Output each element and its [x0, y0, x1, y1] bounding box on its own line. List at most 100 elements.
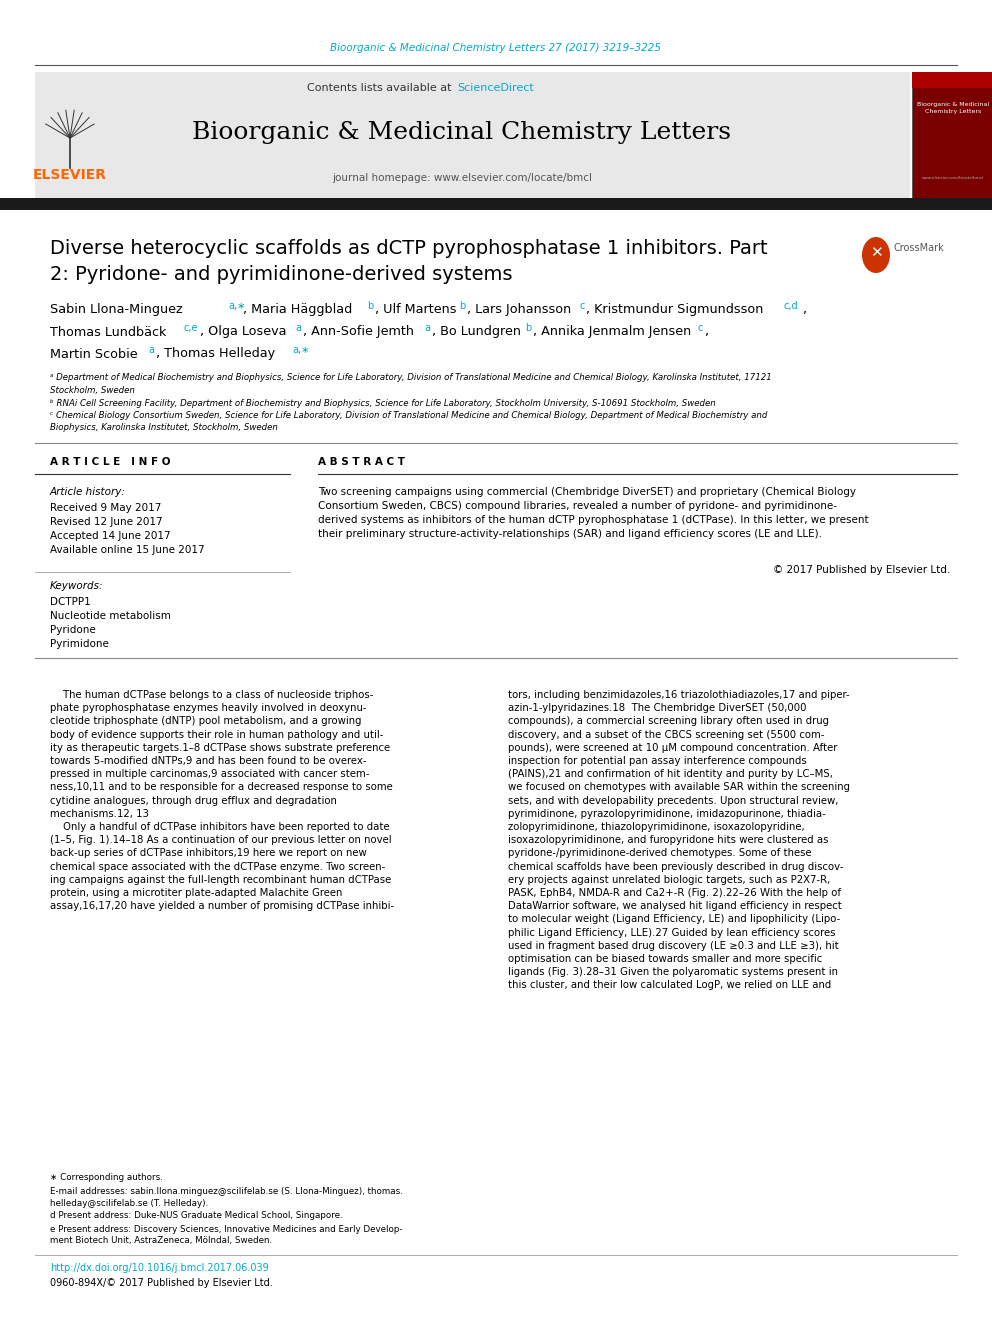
Text: ᵃ Department of Medical Biochemistry and Biophysics, Science for Life Laboratory: ᵃ Department of Medical Biochemistry and… [50, 373, 772, 382]
Ellipse shape [862, 237, 890, 273]
Text: d Present address: Duke-NUS Graduate Medical School, Singapore.: d Present address: Duke-NUS Graduate Med… [50, 1212, 342, 1221]
Text: c: c [579, 302, 584, 311]
Text: a: a [424, 323, 430, 333]
Text: compounds), a commercial screening library often used in drug: compounds), a commercial screening libra… [508, 716, 829, 726]
Text: Bioorganic & Medicinal Chemistry Letters: Bioorganic & Medicinal Chemistry Letters [192, 122, 731, 144]
Text: PASK, EphB4, NMDA-R and Ca2+-R (Fig. 2).22–26 With the help of: PASK, EphB4, NMDA-R and Ca2+-R (Fig. 2).… [508, 888, 841, 898]
Text: ligands (Fig. 3).28–31 Given the polyaromatic systems present in: ligands (Fig. 3).28–31 Given the polyaro… [508, 967, 838, 978]
Text: Pyridone: Pyridone [50, 624, 96, 635]
Text: assay,16,17,20 have yielded a number of promising dCTPase inhibi-: assay,16,17,20 have yielded a number of … [50, 901, 394, 912]
Text: this cluster, and their low calculated LogP, we relied on LLE and: this cluster, and their low calculated L… [508, 980, 831, 991]
Text: Pyrimidone: Pyrimidone [50, 639, 109, 650]
Text: b: b [525, 323, 532, 333]
Text: , Olga Loseva: , Olga Loseva [200, 325, 287, 339]
Text: Two screening campaigns using commercial (Chembridge DiverSET) and proprietary (: Two screening campaigns using commercial… [318, 487, 856, 497]
Text: we focused on chemotypes with available SAR within the screening: we focused on chemotypes with available … [508, 782, 850, 792]
Text: , Maria Häggblad: , Maria Häggblad [243, 303, 352, 316]
Text: Available online 15 June 2017: Available online 15 June 2017 [50, 545, 204, 556]
Text: c: c [697, 323, 702, 333]
Text: azin-1-ylpyridazines.18  The Chembridge DiverSET (50,000: azin-1-ylpyridazines.18 The Chembridge D… [508, 704, 806, 713]
Text: zolopyrimidinone, thiazolopyrimidinone, isoxazolopyridine,: zolopyrimidinone, thiazolopyrimidinone, … [508, 822, 805, 832]
Text: b: b [367, 302, 373, 311]
Text: Biophysics, Karolinska Institutet, Stockholm, Sweden: Biophysics, Karolinska Institutet, Stock… [50, 423, 278, 433]
Text: Received 9 May 2017: Received 9 May 2017 [50, 503, 162, 513]
Text: ᶜ Chemical Biology Consortium Sweden, Science for Life Laboratory, Division of T: ᶜ Chemical Biology Consortium Sweden, Sc… [50, 411, 768, 421]
Text: mechanisms.12, 13: mechanisms.12, 13 [50, 808, 149, 819]
Text: Only a handful of dCTPase inhibitors have been reported to date: Only a handful of dCTPase inhibitors hav… [50, 822, 390, 832]
Text: protein, using a microtiter plate-adapted Malachite Green: protein, using a microtiter plate-adapte… [50, 888, 342, 898]
Text: Stockholm, Sweden: Stockholm, Sweden [50, 385, 135, 394]
Text: Bioorganic & Medicinal
Chemistry Letters: Bioorganic & Medicinal Chemistry Letters [917, 102, 989, 114]
Text: their preliminary structure-activity-relationships (SAR) and ligand efficiency s: their preliminary structure-activity-rel… [318, 529, 822, 538]
Text: a,∗: a,∗ [228, 302, 245, 311]
Text: ity as therapeutic targets.1–8 dCTPase shows substrate preference: ity as therapeutic targets.1–8 dCTPase s… [50, 742, 390, 753]
Text: ELSEVIER: ELSEVIER [33, 168, 107, 183]
Text: helleday@scilifelab.se (T. Helleday).: helleday@scilifelab.se (T. Helleday). [50, 1199, 208, 1208]
Text: to molecular weight (Ligand Efficiency, LE) and lipophilicity (Lipo-: to molecular weight (Ligand Efficiency, … [508, 914, 840, 925]
Text: Accepted 14 June 2017: Accepted 14 June 2017 [50, 531, 171, 541]
Text: philic Ligand Efficiency, LLE).27 Guided by lean efficiency scores: philic Ligand Efficiency, LLE).27 Guided… [508, 927, 835, 938]
Text: ness,10,11 and to be responsible for a decreased response to some: ness,10,11 and to be responsible for a d… [50, 782, 393, 792]
Text: Bioorganic & Medicinal Chemistry Letters 27 (2017) 3219–3225: Bioorganic & Medicinal Chemistry Letters… [330, 44, 662, 53]
Text: 2: Pyridone- and pyrimidinone-derived systems: 2: Pyridone- and pyrimidinone-derived sy… [50, 266, 513, 284]
Text: The human dCTPase belongs to a class of nucleoside triphos-: The human dCTPase belongs to a class of … [50, 691, 373, 700]
Text: derived systems as inhibitors of the human dCTP pyrophosphatase 1 (dCTPase). In : derived systems as inhibitors of the hum… [318, 515, 869, 525]
Text: cytidine analogues, through drug efflux and degradation: cytidine analogues, through drug efflux … [50, 795, 337, 806]
Text: ment Biotech Unit, AstraZeneca, Mölndal, Sweden.: ment Biotech Unit, AstraZeneca, Mölndal,… [50, 1237, 272, 1245]
Text: ✕: ✕ [870, 246, 882, 261]
Text: http://dx.doi.org/10.1016/j.bmcl.2017.06.039: http://dx.doi.org/10.1016/j.bmcl.2017.06… [50, 1263, 269, 1273]
Text: ,: , [802, 303, 806, 316]
Text: sets, and with developability precedents. Upon structural review,: sets, and with developability precedents… [508, 795, 838, 806]
Text: 0960-894X/© 2017 Published by Elsevier Ltd.: 0960-894X/© 2017 Published by Elsevier L… [50, 1278, 273, 1289]
Text: Diverse heterocyclic scaffolds as dCTP pyrophosphatase 1 inhibitors. Part: Diverse heterocyclic scaffolds as dCTP p… [50, 238, 768, 258]
Text: tors, including benzimidazoles,16 triazolothiadiazoles,17 and piper-: tors, including benzimidazoles,16 triazo… [508, 691, 849, 700]
Text: a: a [295, 323, 301, 333]
Text: used in fragment based drug discovery (LE ≥0.3 and LLE ≥3), hit: used in fragment based drug discovery (L… [508, 941, 839, 951]
Bar [0, 198, 992, 210]
Text: phate pyrophosphatase enzymes heavily involved in deoxynu-: phate pyrophosphatase enzymes heavily in… [50, 704, 366, 713]
Text: Sabin Llona-Minguez: Sabin Llona-Minguez [50, 303, 183, 316]
Text: DCTPP1: DCTPP1 [50, 597, 90, 607]
Text: A R T I C L E   I N F O: A R T I C L E I N F O [50, 456, 171, 467]
Text: Nucleotide metabolism: Nucleotide metabolism [50, 611, 171, 620]
Text: a: a [148, 345, 154, 355]
Text: pyridone-/pyrimidinone-derived chemotypes. Some of these: pyridone-/pyrimidinone-derived chemotype… [508, 848, 811, 859]
Text: c,e: c,e [184, 323, 198, 333]
Text: back-up series of dCTPase inhibitors,19 here we report on new: back-up series of dCTPase inhibitors,19 … [50, 848, 367, 859]
Text: chemical space associated with the dCTPase enzyme. Two screen-: chemical space associated with the dCTPa… [50, 861, 385, 872]
Text: Keywords:: Keywords: [50, 581, 103, 591]
Text: ScienceDirect: ScienceDirect [457, 83, 534, 93]
Bar [912, 71, 992, 200]
Text: pyrimidinone, pyrazolopyrimidinone, imidazopurinone, thiadia-: pyrimidinone, pyrazolopyrimidinone, imid… [508, 808, 825, 819]
Text: chemical scaffolds have been previously described in drug discov-: chemical scaffolds have been previously … [508, 861, 843, 872]
Text: inspection for potential pan assay interference compounds: inspection for potential pan assay inter… [508, 755, 806, 766]
Text: ∗ Corresponding authors.: ∗ Corresponding authors. [50, 1174, 163, 1183]
Text: DataWarrior software, we analysed hit ligand efficiency in respect: DataWarrior software, we analysed hit li… [508, 901, 842, 912]
Text: , Annika Jenmalm Jensen: , Annika Jenmalm Jensen [533, 325, 691, 339]
Text: , Ann-Sofie Jemth: , Ann-Sofie Jemth [303, 325, 414, 339]
Text: A B S T R A C T: A B S T R A C T [318, 456, 405, 467]
Text: E-mail addresses: sabin.llona.minguez@scilifelab.se (S. Llona-Minguez), thomas.: E-mail addresses: sabin.llona.minguez@sc… [50, 1187, 403, 1196]
Text: pounds), were screened at 10 μM compound concentration. After: pounds), were screened at 10 μM compound… [508, 742, 837, 753]
Text: ing campaigns against the full-length recombinant human dCTPase: ing campaigns against the full-length re… [50, 875, 391, 885]
Text: , Bo Lundgren: , Bo Lundgren [432, 325, 521, 339]
Text: Consortium Sweden, CBCS) compound libraries, revealed a number of pyridone- and : Consortium Sweden, CBCS) compound librar… [318, 501, 837, 511]
Text: towards 5-modified dNTPs,9 and has been found to be overex-: towards 5-modified dNTPs,9 and has been … [50, 755, 366, 766]
Text: CrossMark: CrossMark [893, 243, 943, 253]
Text: ery projects against unrelated biologic targets, such as P2X7-R,: ery projects against unrelated biologic … [508, 875, 830, 885]
Text: ,: , [704, 325, 708, 339]
Text: , Lars Johansson: , Lars Johansson [467, 303, 571, 316]
Text: body of evidence supports their role in human pathology and util-: body of evidence supports their role in … [50, 729, 383, 740]
Text: Thomas Lundbäck: Thomas Lundbäck [50, 325, 167, 339]
Text: discovery, and a subset of the CBCS screening set (5500 com-: discovery, and a subset of the CBCS scre… [508, 729, 824, 740]
Text: b: b [459, 302, 465, 311]
Text: (1–5, Fig. 1).14–18 As a continuation of our previous letter on novel: (1–5, Fig. 1).14–18 As a continuation of… [50, 835, 392, 845]
Text: a,∗: a,∗ [292, 345, 310, 355]
Text: , Ulf Martens: , Ulf Martens [375, 303, 456, 316]
Text: cleotide triphosphate (dNTP) pool metabolism, and a growing: cleotide triphosphate (dNTP) pool metabo… [50, 716, 361, 726]
Text: pressed in multiple carcinomas,9 associated with cancer stem-: pressed in multiple carcinomas,9 associa… [50, 769, 369, 779]
Text: e Present address: Discovery Sciences, Innovative Medicines and Early Develop-: e Present address: Discovery Sciences, I… [50, 1225, 403, 1233]
Text: c,d: c,d [784, 302, 799, 311]
Text: Contents lists available at: Contents lists available at [307, 83, 455, 93]
Text: , Kristmundur Sigmundsson: , Kristmundur Sigmundsson [586, 303, 764, 316]
